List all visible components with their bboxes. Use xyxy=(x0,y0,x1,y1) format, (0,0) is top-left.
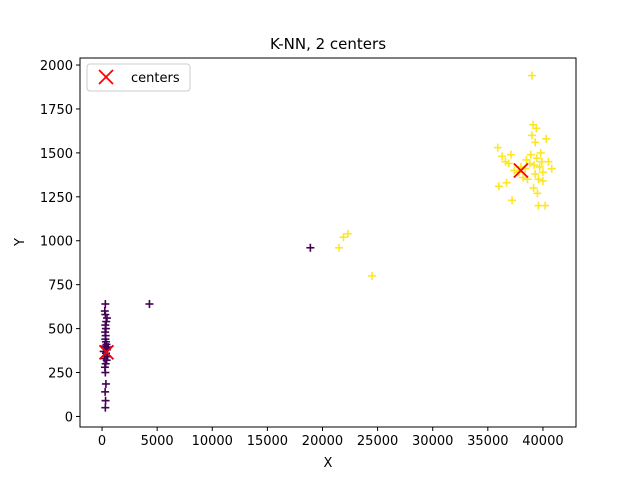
y-axis-ticks: 0 250 500 750 1000 1250 1500 1750 2000 xyxy=(40,59,80,425)
data-point xyxy=(101,403,110,412)
data-point xyxy=(504,159,513,168)
data-point xyxy=(530,161,539,170)
data-point xyxy=(532,124,541,133)
legend-center-marker xyxy=(98,69,114,85)
data-point xyxy=(535,162,544,171)
data-point xyxy=(534,175,543,184)
x-tick-label: 25000 xyxy=(357,434,398,449)
data-point xyxy=(101,359,110,368)
data-point xyxy=(493,143,502,152)
x-tick-label: 10000 xyxy=(192,434,233,449)
data-point xyxy=(100,307,109,316)
data-point xyxy=(101,300,110,308)
plot-frame xyxy=(79,57,577,428)
y-tick-label: 1250 xyxy=(40,191,73,206)
data-point xyxy=(526,150,535,159)
data-point xyxy=(368,271,377,280)
data-point xyxy=(547,164,556,173)
data-point xyxy=(538,168,547,177)
data-point xyxy=(145,300,154,308)
data-point xyxy=(494,182,503,191)
y-tick-label: 750 xyxy=(48,279,73,294)
x-tick-label: 0 xyxy=(98,434,106,449)
data-point xyxy=(101,379,110,388)
y-axis-label: Y xyxy=(13,238,28,247)
x-tick-label: 35000 xyxy=(467,434,508,449)
data-point xyxy=(508,196,517,205)
data-point xyxy=(506,150,515,159)
data-point xyxy=(101,321,110,330)
x-axis-ticks: 0 5000 10000 15000 20000 25000 30000 35000 40000 xyxy=(98,427,564,449)
x-axis-label: X xyxy=(324,456,333,471)
x-tick-label: 40000 xyxy=(522,434,563,449)
data-point xyxy=(502,178,511,187)
data-point xyxy=(498,152,507,161)
y-tick-label: 1500 xyxy=(40,147,73,162)
data-point xyxy=(101,396,110,405)
y-tick-label: 500 xyxy=(48,323,73,338)
y-tick-label: 250 xyxy=(48,367,73,382)
data-point xyxy=(339,233,348,242)
legend: centers xyxy=(86,63,191,92)
center-markers xyxy=(98,162,529,360)
data-point xyxy=(103,314,112,323)
data-point xyxy=(510,166,519,175)
data-point xyxy=(531,169,540,178)
data-point xyxy=(343,229,352,238)
x-tick-label: 20000 xyxy=(302,434,343,449)
data-point xyxy=(532,154,541,163)
data-point xyxy=(306,243,315,252)
data-point xyxy=(541,201,550,210)
chart-title: K-NN, 2 centers xyxy=(270,35,386,53)
data-point xyxy=(527,71,536,80)
y-tick-label: 0 xyxy=(65,410,73,425)
data-point xyxy=(536,148,545,157)
data-point xyxy=(519,173,528,182)
x-tick-label: 5000 xyxy=(141,434,174,449)
x-tick-label: 30000 xyxy=(412,434,453,449)
center-marker xyxy=(513,162,529,179)
data-point xyxy=(335,243,344,252)
y-tick-label: 2000 xyxy=(40,59,73,74)
data-point xyxy=(542,134,551,143)
x-tick-label: 15000 xyxy=(247,434,288,449)
center-marker xyxy=(98,344,115,360)
data-point xyxy=(544,157,553,166)
data-point xyxy=(531,138,540,147)
data-point xyxy=(101,387,110,396)
data-point xyxy=(100,342,109,351)
data-point xyxy=(538,177,547,185)
legend-label: centers xyxy=(131,71,180,86)
y-tick-label: 1750 xyxy=(40,103,73,118)
data-point xyxy=(533,189,542,198)
data-point xyxy=(529,184,538,193)
data-point xyxy=(527,131,536,140)
y-tick-label: 1000 xyxy=(40,235,73,250)
